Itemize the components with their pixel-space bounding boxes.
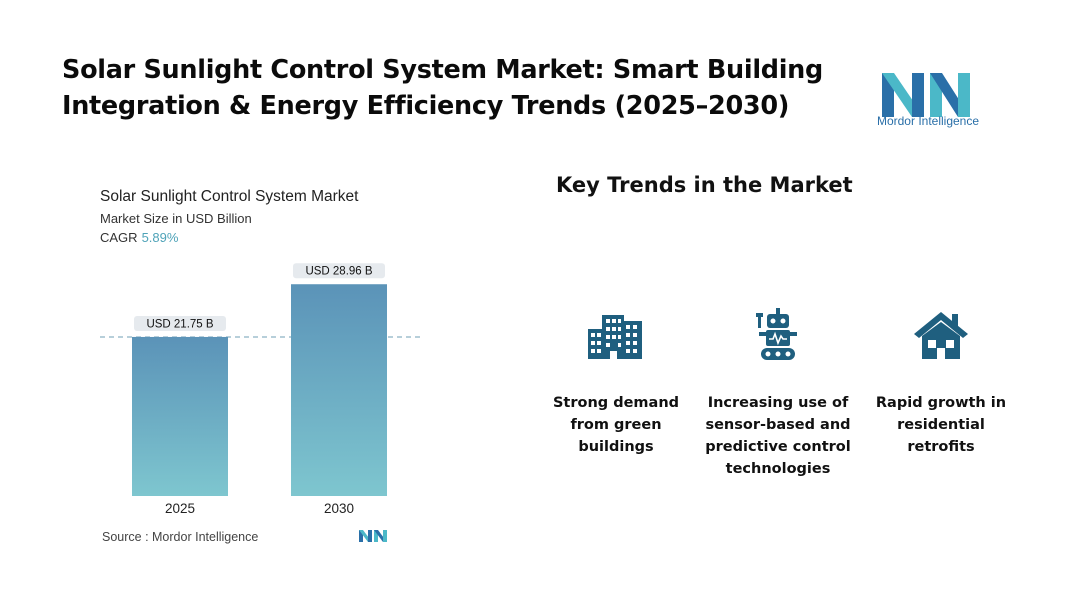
trend-label-green-buildings: Strong demand from green buildings bbox=[552, 395, 680, 455]
tick-label-2025: 2025 bbox=[165, 501, 195, 516]
page-title: Solar Sunlight Control System Market: Sm… bbox=[62, 55, 823, 121]
bar-2025 bbox=[132, 336, 228, 496]
mordor-small-logo-icon bbox=[359, 530, 387, 542]
source-text: Source : Mordor Intelligence bbox=[102, 530, 259, 544]
cagr: CAGR 5.89% bbox=[100, 230, 178, 245]
chart-subtitle: Market Size in USD Billion bbox=[100, 211, 252, 226]
data-label-bg-2030 bbox=[293, 263, 385, 279]
chart-title: Solar Sunlight Control System Market bbox=[100, 188, 359, 205]
buildings-icon bbox=[588, 315, 642, 359]
trends-heading: Key Trends in the Market bbox=[556, 173, 853, 197]
data-label-2025: USD 21.75 B bbox=[146, 318, 213, 330]
robot-icon bbox=[756, 308, 797, 360]
cagr-value: 5.89% bbox=[141, 230, 179, 245]
trend-label-sensor-tech: Increasing use of sensor-based and predi… bbox=[705, 395, 851, 477]
tick-label-2030: 2030 bbox=[324, 501, 354, 516]
mordor-logo-icon bbox=[882, 73, 970, 117]
logo-text: Mordor Intelligence bbox=[876, 114, 980, 128]
data-label-bg-2025 bbox=[134, 315, 226, 331]
bar-chart: USD 21.75 B 2025 USD 28.96 B 2030 bbox=[100, 263, 423, 516]
house-icon bbox=[914, 312, 968, 359]
cagr-label: CAGR bbox=[100, 230, 138, 245]
trend-label-retrofits: Rapid growth in residential retrofits bbox=[875, 395, 1007, 455]
data-label-2030: USD 28.96 B bbox=[305, 266, 372, 278]
bar-2030 bbox=[291, 284, 387, 496]
